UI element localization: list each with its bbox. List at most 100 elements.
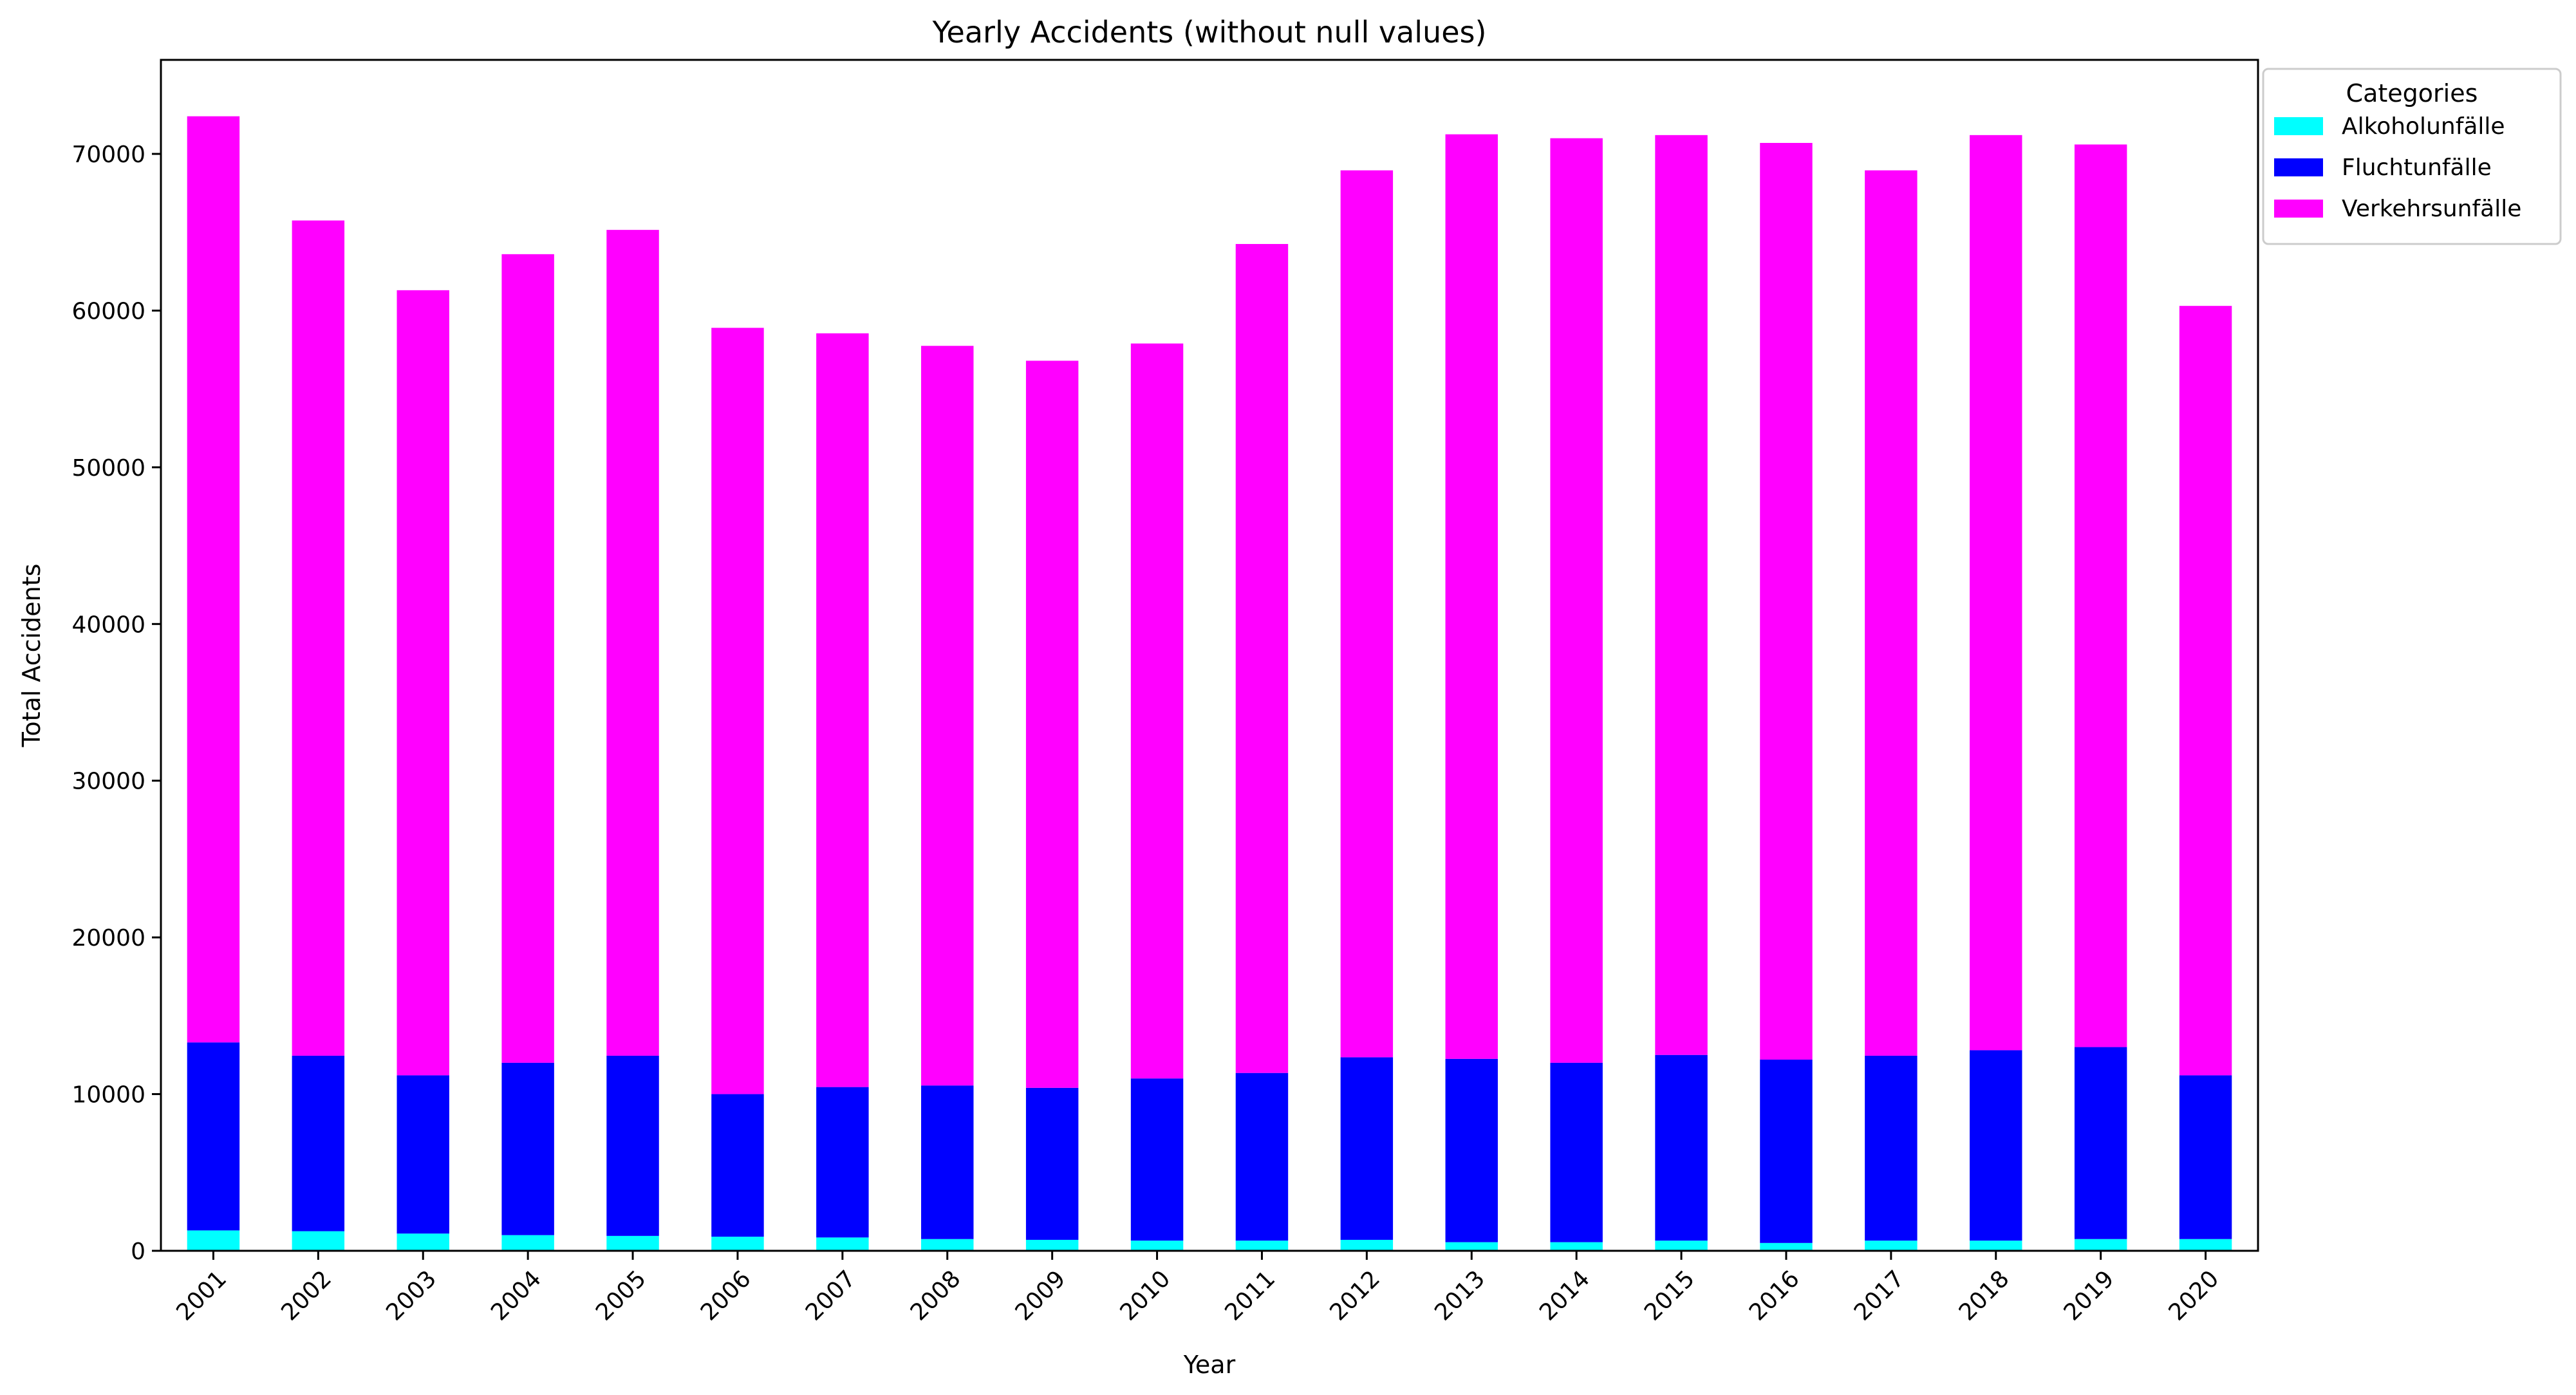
- chart-title: Yearly Accidents (without null values): [932, 15, 1487, 50]
- bar-alkoholunf-lle-2004: [501, 1235, 554, 1251]
- bar-verkehrsunf-lle-2001: [187, 116, 240, 1043]
- y-axis-label: Total Accidents: [17, 564, 46, 748]
- bar-fluchtunf-lle-2014: [1550, 1062, 1603, 1242]
- bar-verkehrsunf-lle-2015: [1655, 135, 1708, 1055]
- plot-frame: [160, 59, 2259, 1252]
- x-axis: 2001 2002 2003 2004 2005 2006 2007 2008 2009 2010…: [171, 1251, 2224, 1326]
- legend-items: Alkoholunfälle Fluchtunfälle Verkehrsunfäl…: [2274, 113, 2521, 222]
- bar-verkehrsunf-lle-2017: [1865, 170, 1918, 1056]
- bar-alkoholunf-lle-2003: [397, 1233, 449, 1251]
- y-tick-label: 10000: [71, 1082, 145, 1109]
- bar-alkoholunf-lle-2011: [1235, 1241, 1289, 1251]
- bars-layer: [187, 116, 2232, 1251]
- bar-fluchtunf-lle-2015: [1655, 1054, 1708, 1241]
- legend-swatch: [2274, 158, 2323, 176]
- x-tick-label: 2009: [1011, 1266, 1071, 1326]
- bar-alkoholunf-lle-2005: [606, 1235, 659, 1251]
- bar-verkehrsunf-lle-2003: [397, 290, 449, 1076]
- bar-fluchtunf-lle-2018: [1970, 1050, 2022, 1241]
- x-tick-label: 2008: [906, 1266, 966, 1326]
- bar-fluchtunf-lle-2016: [1760, 1060, 1813, 1243]
- y-tick-label: 50000: [71, 455, 145, 482]
- y-tick-label: 20000: [71, 925, 145, 951]
- bar-verkehrsunf-lle-2002: [292, 220, 345, 1056]
- bar-alkoholunf-lle-2019: [2074, 1239, 2127, 1251]
- x-axis-label: Year: [1183, 1351, 1236, 1379]
- bar-verkehrsunf-lle-2005: [606, 230, 659, 1056]
- x-tick-label: 2019: [2059, 1266, 2120, 1326]
- bar-fluchtunf-lle-2013: [1445, 1058, 1498, 1242]
- bar-fluchtunf-lle-2003: [397, 1075, 449, 1234]
- bar-verkehrsunf-lle-2004: [501, 254, 554, 1063]
- x-tick-label: 2013: [1430, 1266, 1490, 1326]
- bar-alkoholunf-lle-2015: [1655, 1241, 1708, 1251]
- bar-fluchtunf-lle-2005: [606, 1055, 659, 1236]
- legend-label: Fluchtunfälle: [2342, 154, 2492, 181]
- x-tick-label: 2006: [696, 1266, 756, 1326]
- bar-alkoholunf-lle-2013: [1445, 1242, 1498, 1251]
- bar-alkoholunf-lle-2006: [711, 1237, 764, 1251]
- bar-fluchtunf-lle-2008: [921, 1085, 974, 1239]
- x-tick-label: 2014: [1535, 1266, 1595, 1326]
- bar-fluchtunf-lle-2009: [1025, 1087, 1079, 1240]
- x-tick-label: 2004: [486, 1266, 546, 1326]
- bar-verkehrsunf-lle-2013: [1445, 134, 1498, 1059]
- x-tick-label: 2017: [1849, 1266, 1910, 1326]
- bar-verkehrsunf-lle-2009: [1025, 360, 1079, 1088]
- bar-alkoholunf-lle-2009: [1025, 1239, 1079, 1251]
- bar-fluchtunf-lle-2011: [1235, 1072, 1289, 1241]
- bar-verkehrsunf-lle-2020: [2179, 306, 2232, 1076]
- legend-box: [2262, 68, 2562, 245]
- x-tick-label: 2018: [1954, 1266, 2015, 1326]
- bar-alkoholunf-lle-2018: [1970, 1241, 2022, 1251]
- bar-fluchtunf-lle-2007: [816, 1087, 869, 1238]
- bar-verkehrsunf-lle-2006: [711, 328, 764, 1094]
- bar-alkoholunf-lle-2016: [1760, 1242, 1813, 1251]
- y-tick-label: 0: [131, 1239, 145, 1265]
- x-tick-label: 2007: [801, 1266, 861, 1326]
- legend-label: Alkoholunfälle: [2342, 113, 2505, 140]
- y-tick-label: 40000: [71, 612, 145, 638]
- legend-swatch: [2274, 117, 2323, 135]
- x-tick-label: 2010: [1115, 1266, 1176, 1326]
- bar-alkoholunf-lle-2017: [1865, 1241, 1918, 1251]
- x-tick-label: 2002: [276, 1266, 337, 1326]
- bar-alkoholunf-lle-2010: [1130, 1241, 1184, 1251]
- bar-fluchtunf-lle-2002: [292, 1055, 345, 1231]
- bar-verkehrsunf-lle-2014: [1550, 138, 1603, 1063]
- y-axis: 0 10000 20000 30000 40000 50000 60000 70000: [71, 142, 161, 1265]
- legend-title: Categories: [2346, 79, 2478, 108]
- bar-verkehrsunf-lle-2010: [1130, 343, 1184, 1079]
- bar-verkehrsunf-lle-2011: [1235, 244, 1289, 1073]
- bar-verkehrsunf-lle-2008: [921, 346, 974, 1086]
- bar-verkehrsunf-lle-2012: [1340, 170, 1394, 1058]
- bar-fluchtunf-lle-2001: [187, 1042, 240, 1231]
- bar-fluchtunf-lle-2020: [2179, 1075, 2232, 1239]
- bar-fluchtunf-lle-2012: [1340, 1057, 1394, 1240]
- legend: Categories Alkoholunfälle Fluchtunfälle Ve…: [2262, 68, 2562, 245]
- bar-verkehrsunf-lle-2018: [1970, 135, 2022, 1051]
- x-tick-label: 2015: [1639, 1266, 1700, 1326]
- bar-verkehrsunf-lle-2007: [816, 333, 869, 1087]
- x-tick-label: 2016: [1744, 1266, 1805, 1326]
- bar-fluchtunf-lle-2004: [501, 1062, 554, 1235]
- x-tick-label: 2001: [171, 1266, 232, 1326]
- x-tick-label: 2011: [1220, 1266, 1280, 1326]
- bar-alkoholunf-lle-2012: [1340, 1239, 1394, 1251]
- bar-verkehrsunf-lle-2019: [2074, 144, 2127, 1047]
- bar-fluchtunf-lle-2010: [1130, 1078, 1184, 1241]
- x-tick-label: 2020: [2164, 1266, 2225, 1326]
- y-tick-label: 60000: [71, 298, 145, 324]
- bar-alkoholunf-lle-2001: [187, 1230, 240, 1251]
- legend-label: Verkehrsunfälle: [2342, 196, 2521, 222]
- x-tick-label: 2003: [381, 1266, 442, 1326]
- bar-alkoholunf-lle-2002: [292, 1231, 345, 1251]
- legend-swatch: [2274, 200, 2323, 218]
- bar-alkoholunf-lle-2007: [816, 1237, 869, 1251]
- bar-alkoholunf-lle-2020: [2179, 1239, 2232, 1251]
- bar-verkehrsunf-lle-2016: [1760, 143, 1813, 1060]
- x-tick-label: 2012: [1325, 1266, 1385, 1326]
- y-tick-label: 30000: [71, 769, 145, 795]
